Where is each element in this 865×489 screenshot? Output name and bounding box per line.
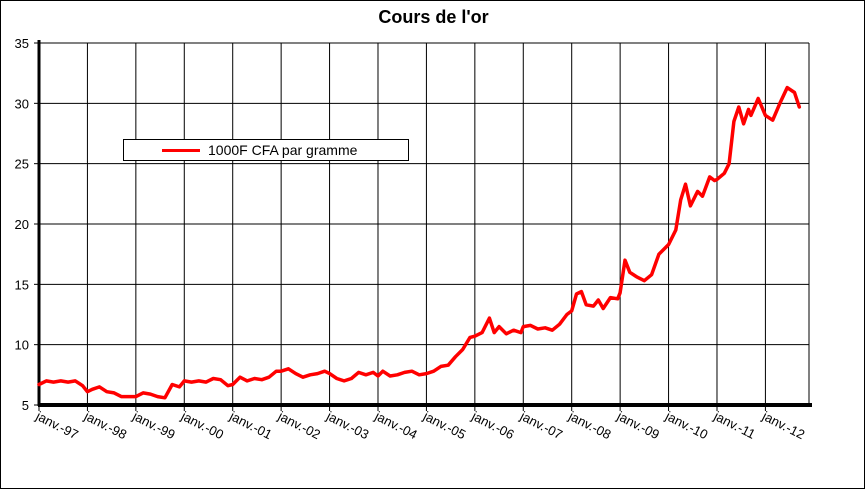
y-tick-label: 20 xyxy=(15,217,29,232)
x-tick-label: janv.-09 xyxy=(614,408,662,442)
y-tick-label: 30 xyxy=(15,96,29,111)
legend-swatch xyxy=(162,149,200,152)
x-tick-label: janv.-08 xyxy=(565,408,613,442)
series-layer xyxy=(37,85,802,400)
x-tick-label: janv.-07 xyxy=(517,408,565,442)
x-tick-label: janv.-97 xyxy=(33,408,81,442)
y-tick-label: 25 xyxy=(15,157,29,172)
x-tick-label: janv.-00 xyxy=(178,408,226,442)
chart-title: Cours de l'or xyxy=(378,7,489,27)
x-tick-label: janv.-03 xyxy=(323,408,371,442)
x-tick-label: janv.-98 xyxy=(81,408,129,442)
x-tick-labels: janv.-97 janv.-98 janv.-99 janv.-00 janv.-01… xyxy=(33,408,807,442)
x-tick-label: janv.-10 xyxy=(662,408,710,442)
x-tick-label: janv.-12 xyxy=(759,408,807,442)
legend-label: 1000F CFA par gramme xyxy=(208,142,358,158)
axes xyxy=(34,40,812,411)
x-tick-label: janv.-01 xyxy=(226,408,274,442)
grid-lines xyxy=(38,42,810,405)
x-tick-label: janv.-05 xyxy=(420,408,468,442)
series-line xyxy=(37,85,802,400)
y-tick-label: 15 xyxy=(15,277,29,292)
x-tick-label: janv.-11 xyxy=(711,408,758,442)
y-tick-label: 35 xyxy=(15,36,29,51)
x-tick-label: janv.-04 xyxy=(372,408,420,442)
y-tick-label: 5 xyxy=(22,398,29,413)
y-tick-labels: 5 10 15 20 25 30 35 xyxy=(15,36,29,413)
legend: 1000F CFA par gramme xyxy=(123,139,409,161)
x-tick-label: janv.-99 xyxy=(130,408,178,442)
x-tick-label: janv.-06 xyxy=(469,408,517,442)
y-tick-label: 10 xyxy=(15,338,29,353)
x-tick-label: janv.-02 xyxy=(275,408,323,442)
